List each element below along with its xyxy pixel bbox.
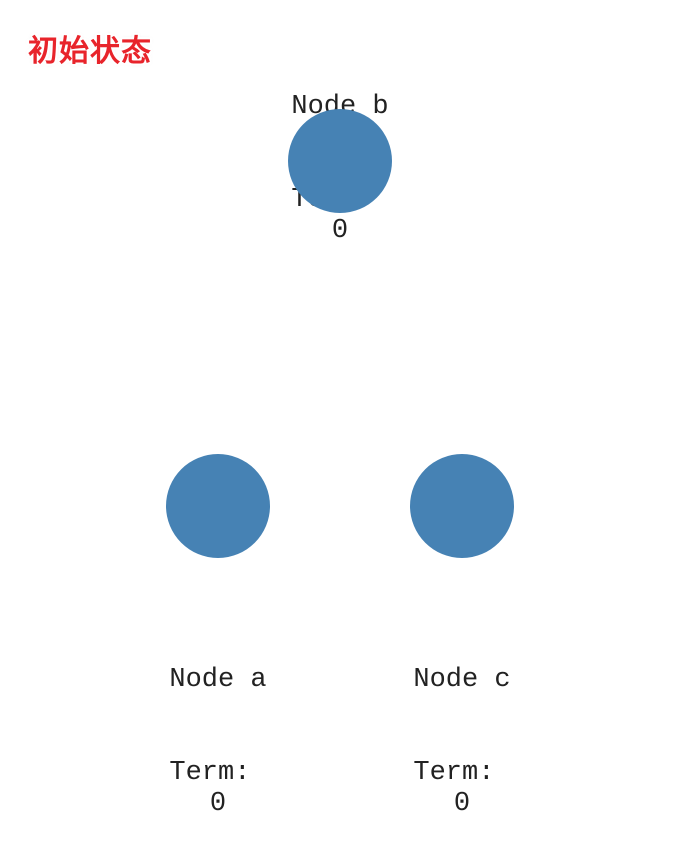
node-b-term-value: 0: [331, 216, 349, 246]
node-c-label: Node c Term0: [362, 603, 562, 851]
node-c-name: Node c: [413, 665, 511, 695]
node-c-term-line: Term0: [362, 758, 562, 820]
node-a[interactable]: [166, 454, 270, 558]
node-c-term-key: Term: [362, 758, 562, 789]
node-a-label: Node a Term0: [118, 603, 318, 851]
state-title: 初始状态: [28, 34, 152, 69]
node-a-term-value: 0: [209, 789, 227, 819]
node-a-name: Node a: [169, 665, 267, 695]
node-b[interactable]: [288, 109, 392, 213]
node-a-term-key: Term: [118, 758, 318, 789]
node-c-term-value: 0: [453, 789, 471, 819]
node-c[interactable]: [410, 454, 514, 558]
node-a-term-line: Term0: [118, 758, 318, 820]
